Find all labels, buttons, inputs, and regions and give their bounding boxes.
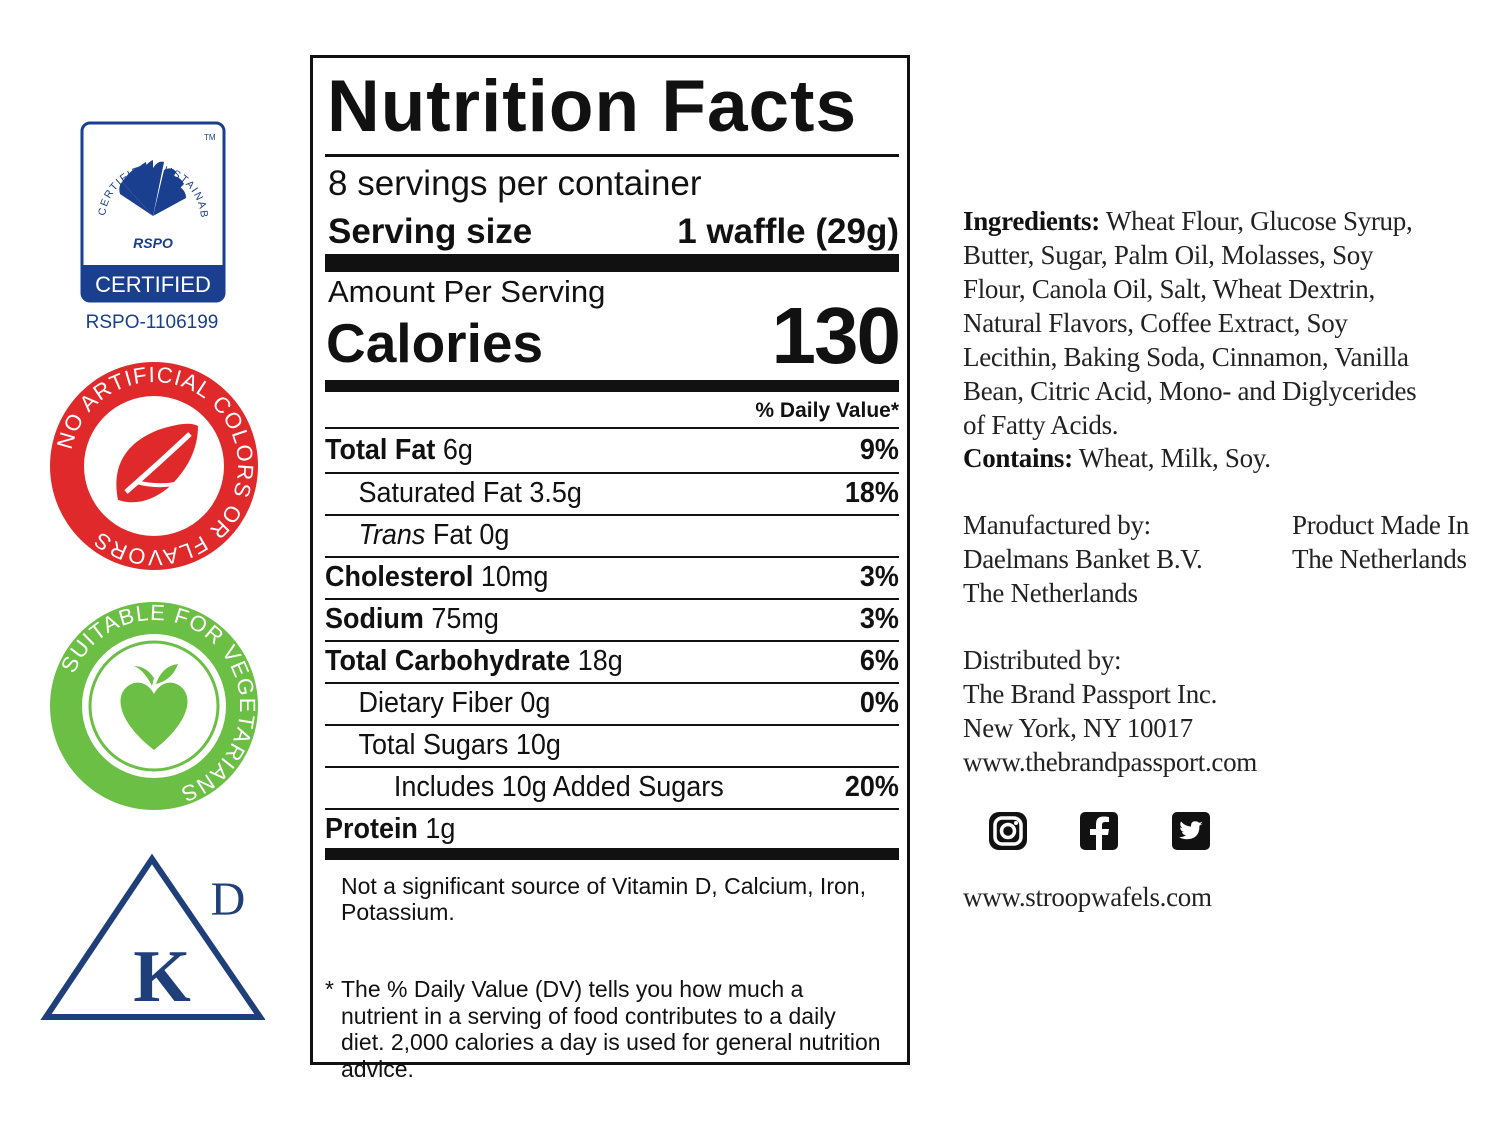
- micronutrient-note: Not a significant source of Vitamin D, C…: [341, 873, 866, 926]
- kosher-d: D: [211, 873, 246, 926]
- distributor-label: Distributed by:: [963, 645, 1122, 675]
- nutrition-facts-title: Nutrition Facts: [327, 66, 858, 147]
- nutrition-facts-panel: Nutrition Facts 8 servings per container…: [310, 55, 910, 1082]
- no-artificial-colors-badge: NO ARTIFICIAL COLORS OR FLAVORS: [50, 362, 258, 570]
- nutrient-row-added-sugars: Includes 10g Added Sugars 20%: [325, 767, 899, 808]
- kosher-dairy-symbol: K D: [40, 853, 265, 1020]
- ingredients-block: Ingredients: Wheat Flour, Glucose Syrup,…: [963, 204, 1433, 442]
- thick-divider: [325, 254, 899, 272]
- calories-value: 130: [771, 291, 901, 380]
- kosher-k: K: [133, 936, 191, 1018]
- row-divider: [325, 808, 899, 810]
- footnote-text: The % Daily Value (DV) tells you how muc…: [341, 976, 881, 1082]
- nutrient-amount: 18g: [570, 645, 623, 677]
- contains-text: Wheat, Milk, Soy.: [1072, 443, 1271, 473]
- rspo-mark: RSPO: [133, 235, 173, 251]
- trademark: TM: [204, 133, 216, 142]
- allergens-block: Contains: Wheat, Milk, Soy.: [963, 441, 1433, 475]
- nutrient-dv: 9%: [859, 434, 899, 466]
- leaf-icon: [116, 423, 199, 503]
- manufacturer-label: Manufactured by:: [963, 510, 1151, 540]
- nutrient-amount: 1g: [417, 813, 456, 845]
- instagram-icon[interactable]: [987, 810, 1029, 852]
- nutrient-amount: Total Sugars 10g: [358, 729, 561, 761]
- nutrient-name: Trans: [358, 519, 426, 551]
- rspo-certified-label: CERTIFIED: [95, 272, 211, 297]
- row-divider: [325, 682, 899, 684]
- ingredients-text: Wheat Flour, Glucose Syrup, Butter, Suga…: [963, 206, 1417, 440]
- rspo-certified-badge: CERTIFIED SUSTAINABLE PALM OIL TM RSPO C…: [60, 120, 226, 333]
- rspo-license-number: RSPO-1106199: [86, 312, 219, 333]
- nutrient-name: Cholesterol: [325, 561, 474, 593]
- row-divider: [325, 556, 899, 558]
- nutrient-row-sodium: Sodium 75mg 3%: [325, 599, 899, 640]
- palm-tree-icon: [119, 160, 186, 216]
- website-link[interactable]: www.stroopwafels.com: [963, 882, 1212, 912]
- amount-per-serving: Amount Per Serving: [328, 274, 606, 309]
- origin-block: Product Made In The Netherlands: [1292, 508, 1492, 576]
- twitter-icon[interactable]: [1170, 810, 1212, 852]
- nutrient-amount: 6g: [435, 434, 473, 466]
- divider: [325, 154, 899, 157]
- serving-size-value: 1 waffle (29g): [677, 212, 899, 251]
- distributor-name: The Brand Passport Inc.: [963, 679, 1218, 709]
- nutrient-name: Total Fat: [325, 434, 436, 466]
- nutrient-row-protein: Protein 1g: [325, 809, 899, 850]
- divider: [325, 427, 899, 429]
- row-divider: [325, 724, 899, 726]
- row-divider: [325, 472, 899, 474]
- heart-apple-icon: [120, 664, 188, 750]
- nutrient-row-trans-fat: Trans Fat 0g: [325, 515, 899, 556]
- nutrient-dv: 3%: [859, 603, 899, 635]
- nutrient-dv: 3%: [859, 561, 899, 593]
- nutrient-dv: 18%: [844, 477, 899, 509]
- ingredients-label: Ingredients:: [963, 206, 1100, 236]
- nutrient-name: Protein: [325, 813, 418, 845]
- nutrient-amount: Saturated Fat 3.5g: [358, 477, 582, 509]
- nutrient-name: Sodium: [325, 603, 424, 635]
- facebook-icon[interactable]: [1078, 810, 1120, 852]
- suitable-for-vegetarians-badge: SUITABLE FOR VEGETARIANS: [50, 600, 259, 810]
- contains-label: Contains:: [963, 443, 1073, 473]
- distributor-city: New York, NY 10017: [963, 713, 1193, 743]
- nutrient-dv: 6%: [859, 645, 899, 677]
- calories-label: Calories: [326, 312, 544, 374]
- row-divider: [325, 766, 899, 768]
- row-divider: [325, 598, 899, 600]
- nutrient-row-dietary-fiber: Dietary Fiber 0g 0%: [325, 683, 899, 724]
- nutrient-row-total-carbohydrate: Total Carbohydrate 18g 6%: [325, 641, 899, 682]
- servings-per-container: 8 servings per container: [328, 164, 702, 203]
- nutrient-row-total-sugars: Total Sugars 10g: [325, 725, 899, 766]
- thick-divider: [325, 848, 899, 860]
- footnote-star: *: [325, 976, 334, 1002]
- nutrient-amount: 75mg: [423, 603, 499, 635]
- origin-line-1: Product Made In: [1292, 510, 1469, 540]
- nutrient-dv: 0%: [859, 687, 899, 719]
- distributor-website-link[interactable]: www.thebrandpassport.com: [963, 747, 1257, 777]
- origin-line-2: The Netherlands: [1292, 544, 1467, 574]
- nutrient-row-cholesterol: Cholesterol 10mg 3%: [325, 557, 899, 598]
- nutrient-dv: 20%: [844, 771, 899, 803]
- row-divider: [325, 514, 899, 516]
- nutrient-row-saturated-fat: Saturated Fat 3.5g 18%: [325, 473, 899, 514]
- medium-divider: [325, 380, 899, 392]
- daily-value-footnote: * The % Daily Value (DV) tells you how m…: [325, 976, 883, 1082]
- distributor-block: Distributed by: The Brand Passport Inc. …: [963, 643, 1363, 779]
- nutrient-amount: 10mg: [473, 561, 549, 593]
- manufacturer-block: Manufactured by: Daelmans Banket B.V. Th…: [963, 508, 1263, 610]
- nutrient-name: Total Carbohydrate: [325, 645, 571, 677]
- row-divider: [325, 640, 899, 642]
- nutrient-amount: Dietary Fiber 0g: [358, 687, 551, 719]
- serving-size-label: Serving size: [328, 212, 533, 251]
- daily-value-header: % Daily Value*: [755, 399, 899, 422]
- nutrient-amount: Includes 10g Added Sugars: [393, 771, 724, 803]
- manufacturer-name: Daelmans Banket B.V.: [963, 544, 1203, 574]
- nutrient-amount: Fat 0g: [425, 519, 510, 551]
- manufacturer-country: The Netherlands: [963, 578, 1138, 608]
- nutrient-row-total-fat: Total Fat 6g 9%: [325, 430, 899, 471]
